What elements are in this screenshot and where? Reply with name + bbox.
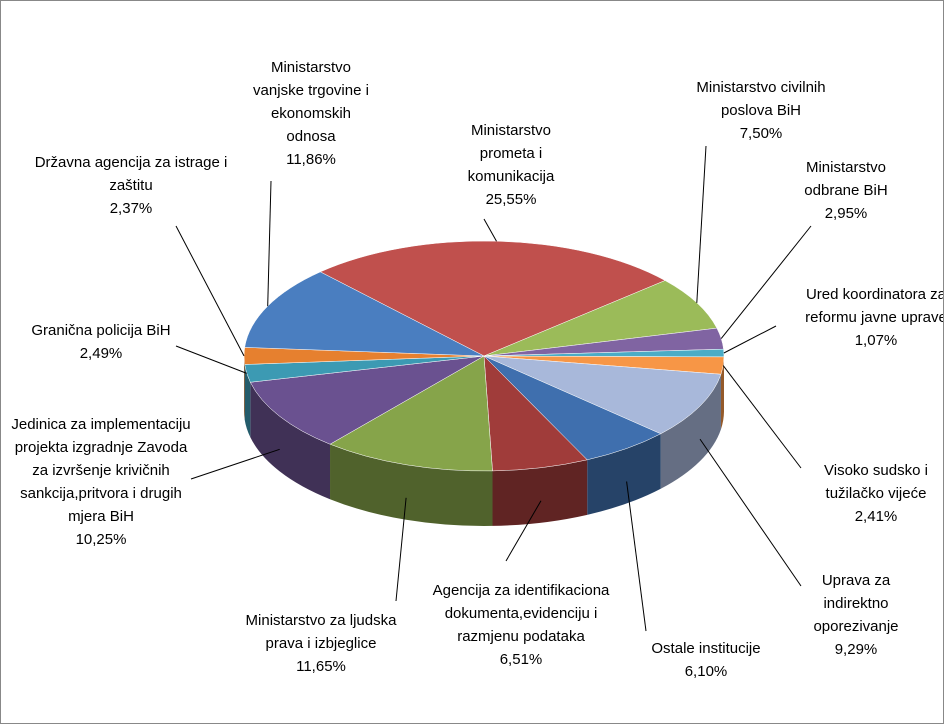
slice-label: Uprava za indirektno oporezivanje 9,29% (791, 569, 921, 661)
leader-line (699, 438, 802, 587)
slice-side (492, 459, 588, 526)
category-name: Ministarstvo vanjske trgovine i ekonomsk… (253, 59, 369, 145)
category-name: Državna agencija za istrage i zaštitu (34, 154, 228, 194)
leader-line (267, 180, 272, 307)
leader-line (175, 225, 245, 357)
leader-line (626, 481, 647, 632)
slice (483, 355, 722, 435)
value-label: 6,51% (499, 651, 543, 668)
slice-side (244, 364, 251, 438)
category-name: Uprava za indirektno oporezivanje (813, 572, 899, 635)
leader-line (720, 225, 812, 339)
leader-line (723, 325, 777, 354)
slice-side (720, 356, 724, 430)
slice-side (244, 356, 245, 420)
slice-label: Ministarstvo za ljudska prava i izbjegli… (236, 609, 406, 678)
category-name: Agencija za identifikaciona dokumenta,ev… (432, 582, 610, 645)
category-name: Visoko sudsko i tužilačko vijeće (824, 462, 928, 502)
slice-side (587, 433, 661, 515)
slice-side (330, 444, 493, 526)
leader-line (722, 365, 802, 469)
value-label: 6,10% (684, 663, 728, 680)
slice-side (250, 382, 331, 500)
category-name: Ministarstvo civilnih poslova BiH (696, 79, 826, 119)
leader-line (395, 497, 407, 602)
slice (329, 355, 493, 472)
slice-label: Ministarstvo vanjske trgovine i ekonomsk… (246, 56, 376, 171)
slice-label: Ured koordinatora za reformu javne uprav… (796, 283, 944, 352)
value-label: 2,95% (824, 205, 868, 222)
value-label: 11,86% (286, 151, 336, 168)
category-name: Ured koordinatora za reformu javne uprav… (805, 286, 944, 326)
leader-line (190, 448, 280, 480)
value-label: 1,07% (854, 332, 898, 349)
value-label: 7,50% (739, 125, 783, 142)
leader-line (175, 345, 247, 374)
category-name: Ministarstvo odbrane BiH (804, 159, 888, 199)
slice (244, 271, 485, 357)
slice-label: Granična policija BiH 2,49% (21, 319, 181, 365)
slice-label: Jedinica za implementaciju projekta izgr… (6, 413, 196, 551)
value-label: 2,37% (109, 200, 153, 217)
category-name: Ministarstvo prometa i komunikacija (467, 122, 555, 185)
value-label: 25,55% (485, 191, 537, 208)
value-label: 9,29% (834, 641, 878, 658)
leader-line (483, 218, 497, 242)
slice-label: Agencija za identifikaciona dokumenta,ev… (431, 579, 611, 671)
category-name: Ministarstvo za ljudska prava i izbjegli… (245, 612, 397, 652)
value-label: 10,25% (75, 531, 127, 548)
category-name: Jedinica za implementaciju projekta izgr… (11, 416, 191, 525)
category-name: Granična policija BiH (31, 322, 171, 339)
category-name: Ostale institucije (651, 640, 761, 657)
leader-line (696, 145, 707, 303)
value-label: 2,41% (854, 508, 898, 525)
value-label: 2,49% (79, 345, 123, 362)
value-label: 11,65% (296, 658, 346, 675)
slice-label: Visoko sudsko i tužilačko vijeće 2,41% (796, 459, 943, 528)
slice-side (660, 374, 721, 489)
slice (249, 355, 485, 445)
slice-label: Ministarstvo prometa i komunikacija 25,55… (446, 119, 576, 211)
slice-label: Državna agencija za istrage i zaštitu 2,3… (31, 151, 231, 220)
leader-line (505, 500, 542, 562)
slice-label: Ministarstvo civilnih poslova BiH 7,50% (691, 76, 831, 145)
slice-label: Ministarstvo odbrane BiH 2,95% (786, 156, 906, 225)
slice-label: Ostale institucije 6,10% (621, 637, 791, 683)
